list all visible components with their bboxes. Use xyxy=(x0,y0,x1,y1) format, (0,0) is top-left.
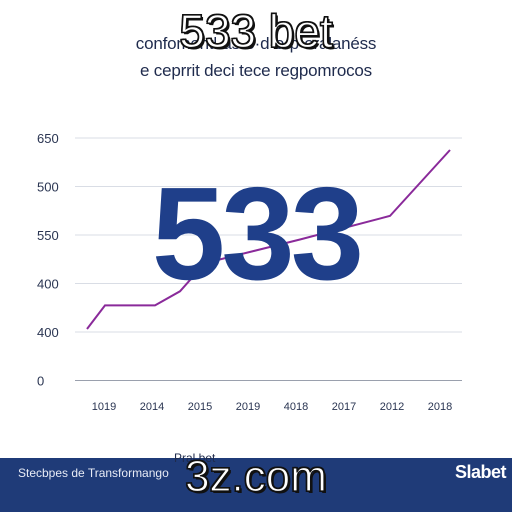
x-tick-label: 2018 xyxy=(428,401,452,413)
chart-caption: Pral bet xyxy=(174,451,216,465)
overlay-domain-watermark: 3z.com xyxy=(184,451,327,501)
y-tick-label: 0 xyxy=(37,374,44,389)
y-tick-label: 400 xyxy=(37,325,59,340)
x-tick-label: 2017 xyxy=(332,401,356,413)
x-tick-label: 4018 xyxy=(284,401,308,413)
overlay-title-watermark: 533 bet xyxy=(179,4,334,57)
x-tick-label: 1019 xyxy=(92,401,116,413)
footer-brand-logo: Slabet xyxy=(454,462,507,482)
x-tick-label: 2012 xyxy=(380,401,404,413)
y-axis-tick-labels: 650 500 550 400 400 0 xyxy=(37,131,59,389)
x-tick-label: 2014 xyxy=(140,401,164,413)
chart-subtitle-line-2: e ceprrit deci tece regpomrocos xyxy=(140,61,372,80)
series-lines xyxy=(86,149,451,330)
y-tick-label: 400 xyxy=(37,277,59,292)
series-line xyxy=(86,149,451,330)
x-tick-label: 2015 xyxy=(188,401,212,413)
chart-subtitle-line-1: confomentl·as·o·d·o·p·oralanéss xyxy=(135,34,377,53)
chart-grid xyxy=(75,137,462,381)
x-axis-tick-labels: 1019 2014 2015 2019 4018 2017 2012 2018 xyxy=(92,401,452,413)
footer-text: Stecbpes de Transformango xyxy=(18,466,169,480)
y-tick-label: 650 xyxy=(37,131,59,146)
x-tick-label: 2019 xyxy=(236,401,260,413)
big-number-overlay: 533 xyxy=(151,160,364,307)
y-tick-label: 550 xyxy=(37,228,59,243)
footer-bar xyxy=(0,458,512,512)
y-tick-label: 500 xyxy=(37,180,59,195)
